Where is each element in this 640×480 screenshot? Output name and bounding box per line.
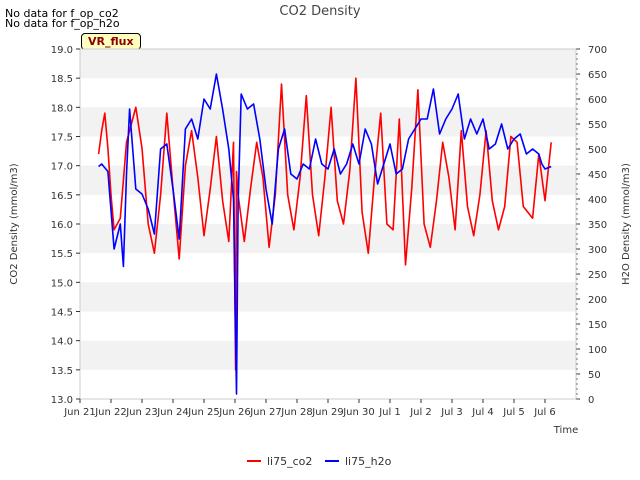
right-tick-label: 200: [588, 295, 607, 306]
x-tick-label: Jun 26: [218, 407, 251, 418]
right-tick-label: 300: [588, 245, 607, 256]
x-tick-label: Jul 4: [471, 407, 494, 418]
x-tick-label: Jun 28: [280, 407, 313, 418]
vr-flux-badge: VR_flux: [81, 33, 141, 50]
left-axis: 13.0 13.5 14.0 14.5 15.0 15.5 16.0 16.5 17.0 17.5…: [51, 45, 80, 406]
left-tick-label: 14.0: [51, 337, 73, 348]
x-tick-label: Jul 6: [533, 407, 556, 418]
right-tick-label: 250: [588, 270, 607, 281]
right-tick-label: 600: [588, 95, 607, 106]
right-tick-label: 50: [588, 370, 601, 381]
x-tick-label: Jun 24: [156, 407, 189, 418]
left-tick-label: 15.5: [51, 249, 73, 260]
left-tick-label: 17.5: [51, 133, 73, 144]
plot-bands: [80, 49, 576, 370]
x-axis: Jun 21 Jun 22 Jun 23 Jun 24 Jun 25 Jun 26 Jun …: [63, 399, 556, 418]
left-axis-title: CO2 Density (mmol/m3): [9, 163, 20, 284]
no-data-note-h2o: No data for f_op_h2o: [5, 17, 120, 30]
series-line-li75-co2: [97, 77, 552, 371]
left-tick-label: 17.0: [51, 162, 73, 173]
right-tick-label: 0: [588, 395, 594, 406]
left-tick-label: 15.0: [51, 278, 73, 289]
x-tick-label: Jul 1: [378, 407, 401, 418]
x-axis-title: Time: [553, 425, 578, 436]
x-tick-label: Jun 25: [187, 407, 220, 418]
no-data-note-co2: No data for f_op_co2: [5, 7, 119, 20]
left-tick-label: 16.5: [51, 191, 73, 202]
left-tick-label: 18.5: [51, 74, 73, 85]
right-tick-label: 500: [588, 145, 607, 156]
right-tick-label: 400: [588, 195, 607, 206]
x-tick-label: Jun 21: [63, 407, 96, 418]
plot-band: [80, 282, 576, 312]
plot-band: [80, 224, 576, 254]
right-tick-label: 100: [588, 345, 607, 356]
left-tick-label: 13.5: [51, 366, 73, 377]
right-axis: 0 50 100 150 200 250 300 350 400 450 500 550 600 650 7…: [576, 45, 607, 406]
x-tick-label: Jul 5: [502, 407, 525, 418]
left-tick-label: 18.0: [51, 103, 73, 114]
x-tick-label: Jun 27: [249, 407, 282, 418]
right-tick-label: 350: [588, 220, 607, 231]
right-tick-label: 150: [588, 320, 607, 331]
left-tick-label: 14.5: [51, 308, 73, 319]
series-group: [97, 73, 552, 395]
x-tick-label: Jun 29: [311, 407, 344, 418]
right-tick-label: 450: [588, 170, 607, 181]
plot-band: [80, 49, 576, 79]
plot-band: [80, 107, 576, 137]
right-axis-title: H2O Density (mmol/m3): [621, 163, 632, 285]
x-tick-label: Jul 3: [440, 407, 463, 418]
chart-title: CO2 Density: [279, 4, 360, 19]
left-tick-label: 13.0: [51, 395, 73, 406]
legend: li75_co2 li75_h2o: [247, 455, 392, 468]
series-line-li75-h2o: [98, 73, 552, 395]
right-tick-label: 700: [588, 45, 607, 56]
legend-label-co2: li75_co2: [267, 455, 312, 468]
plot-band: [80, 340, 576, 370]
x-tick-label: Jun 30: [342, 407, 375, 418]
x-tick-label: Jun 22: [94, 407, 127, 418]
right-tick-label: 550: [588, 120, 607, 131]
legend-label-h2o: li75_h2o: [345, 455, 392, 468]
plot-band: [80, 165, 576, 195]
left-tick-label: 16.0: [51, 220, 73, 231]
x-tick-label: Jun 23: [125, 407, 158, 418]
left-tick-label: 19.0: [51, 45, 73, 56]
x-tick-label: Jul 2: [409, 407, 432, 418]
right-tick-label: 650: [588, 70, 607, 81]
